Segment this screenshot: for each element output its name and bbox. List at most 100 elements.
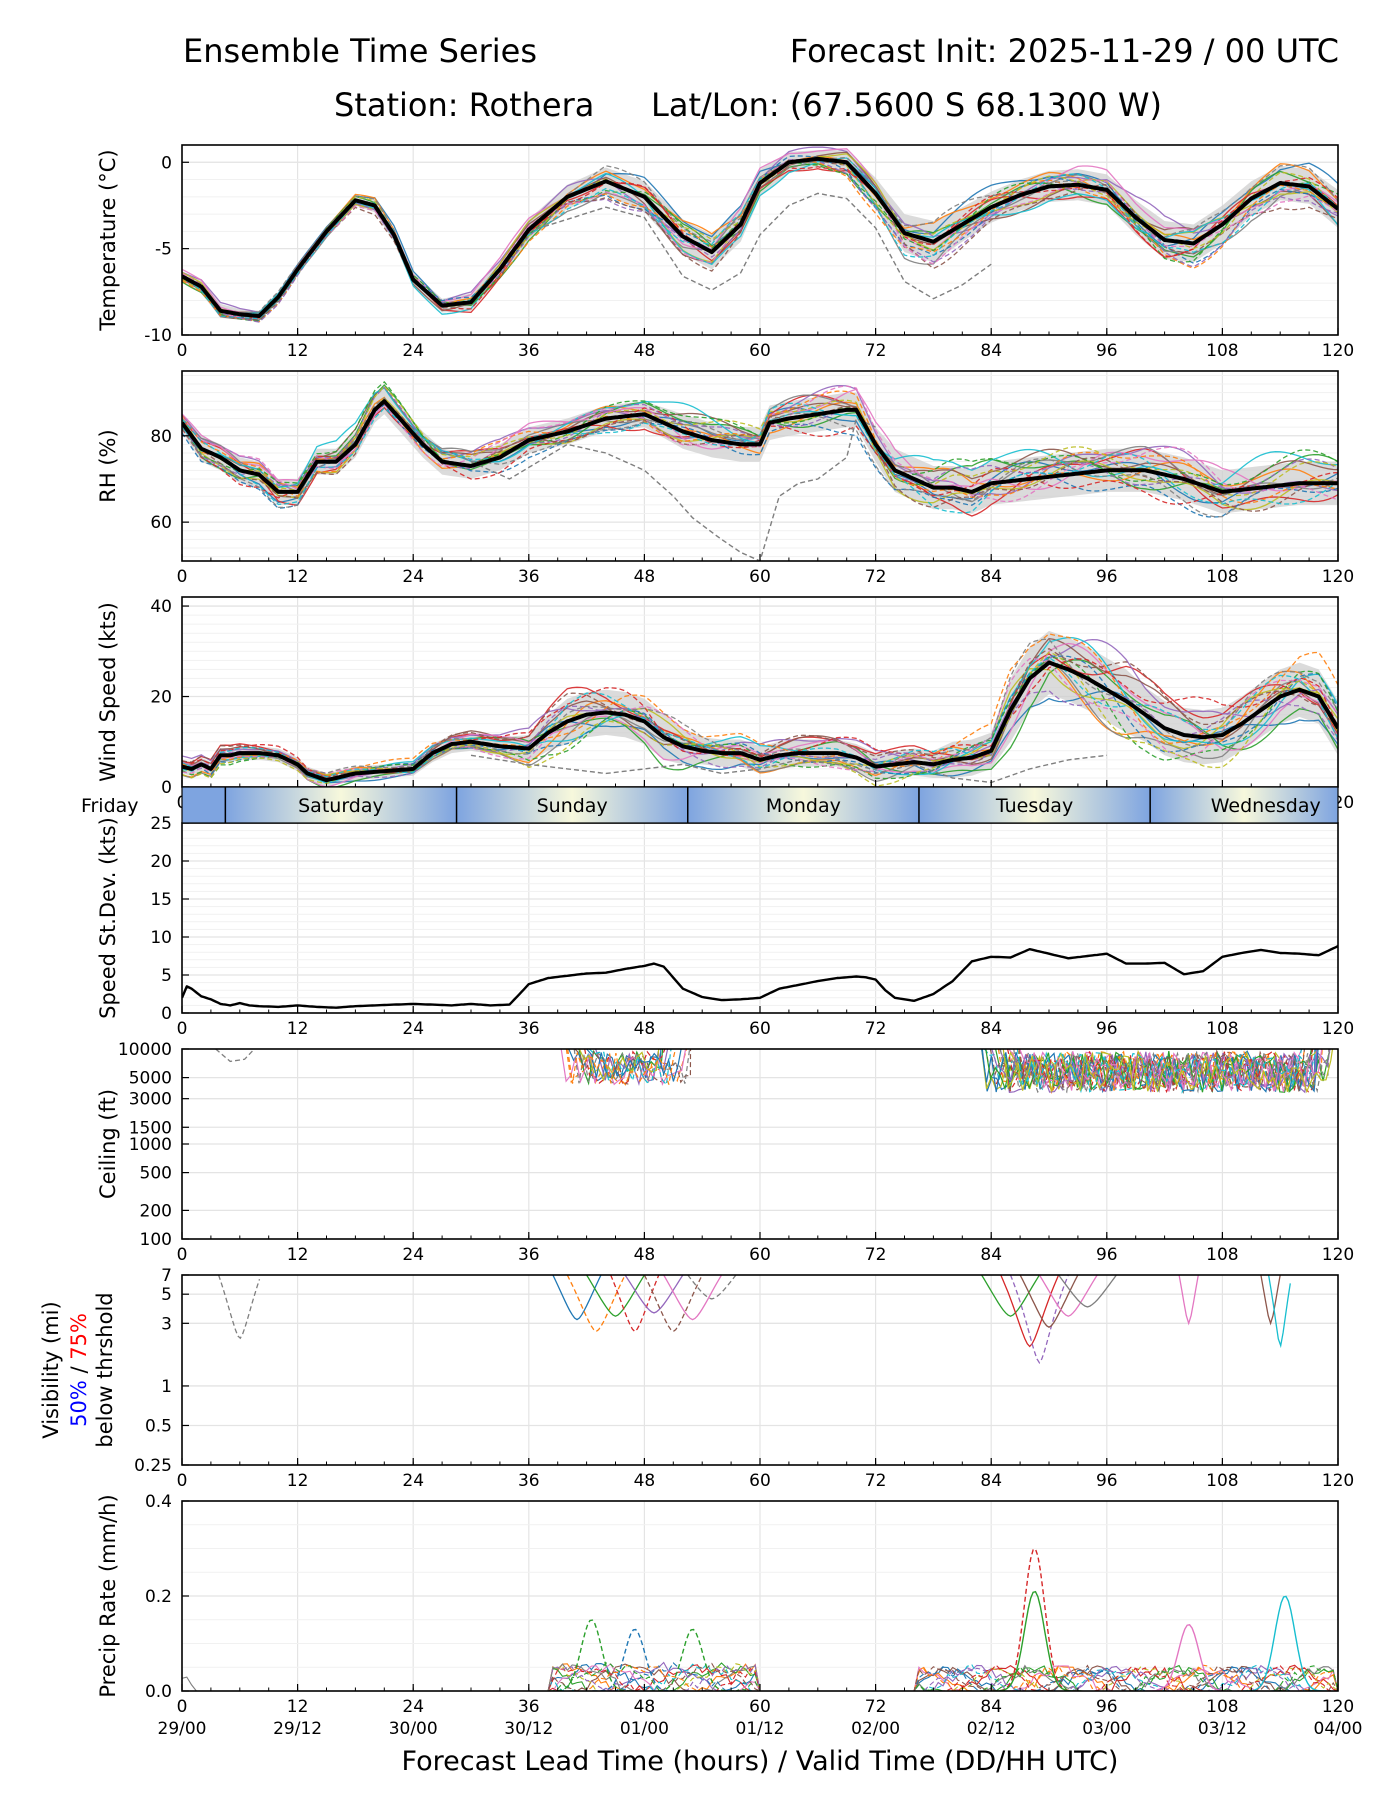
y-tick-label: 20 [150,852,172,872]
x-tick-label: 36 [518,341,540,361]
day-segment [1150,787,1338,823]
vis-day5-dip-1 [1178,1275,1199,1326]
wind-member-19 [182,651,1338,787]
x-tick-label: 120 [1322,567,1354,587]
precip-peak-7 [592,1628,677,1691]
precip-grid [181,1500,1339,1692]
vis-day4-dip-1 [981,1275,1040,1317]
x-tick-label: 84 [980,1471,1002,1491]
precip-peak-3 [1242,1595,1327,1691]
day-label-friday: Friday [81,795,139,817]
temperature-member-13 [182,161,1338,322]
rh-member-12 [182,390,1338,504]
x-date-label: 02/00 [851,1719,900,1739]
y-tick-label: 0.0 [145,1682,172,1702]
x-tick-label: 120 [1322,1019,1354,1039]
y-tick-label: 15 [150,890,172,910]
visibility-ylabel-below: below thrshold [93,1292,117,1447]
x-tick-label: 108 [1206,1019,1238,1039]
x-date-label: 03/00 [1082,1719,1131,1739]
x-date-label: 30/12 [504,1719,553,1739]
ceiling-panel: 0 12 24 36 48 60 72 84 96 108 120 100 200 500 10001500… [96,1040,1354,1265]
ceiling-day4-member-11 [981,1049,1319,1093]
x-tick-label: 120 [1322,1697,1354,1717]
forecast-init-label: Forecast Init: 2025-11-29 / 00 UTC [789,32,1339,70]
y-tick-label: 3000 [129,1090,172,1110]
ceiling-day2-member-9 [578,1049,660,1082]
rh-plot-area [182,380,1338,561]
vis-50-label: 50% [67,1380,91,1427]
x-date-label: 03/12 [1198,1719,1247,1739]
x-tick-label: 60 [749,1245,771,1265]
ceiling-plot-area [215,1049,1334,1095]
rh-member-13 [182,380,1338,486]
x-tick-label: 48 [634,1019,656,1039]
wind-member-12 [182,633,1338,777]
day-segment [182,787,226,823]
visibility-ylabel: Visibility (mi) [39,1301,63,1438]
x-tick-label: 24 [402,1019,424,1039]
y-tick-label: 0.4 [145,1492,172,1512]
sd-mean-line [182,945,1338,1009]
visibility-plot-area [217,1275,1291,1365]
x-tick-label: 48 [634,341,656,361]
y-tick-label: 80 [150,427,172,447]
day-label-saturday: Saturday [298,795,384,817]
x-date-label: 01/12 [736,1719,785,1739]
ceiling-outlier-member [215,1049,255,1063]
x-tick-label: 12 [287,1019,309,1039]
temperature-member-20 [182,158,1338,320]
x-tick-label: 108 [1206,567,1238,587]
wind-ylabel: Wind Speed (kts) [96,602,120,782]
x-tick-label: 60 [749,341,771,361]
precip-member-5 [182,1661,1338,1691]
x-tick-label: 36 [518,1019,540,1039]
x-tick-label: 72 [865,1697,887,1717]
y-tick-label: 3 [161,1314,172,1334]
precip-member-14 [182,1664,1338,1691]
wind-member-14 [182,658,1338,780]
day-band: Friday Saturday Sunday Monday Tuesday Wednesd… [81,786,1339,824]
rh-member-20 [182,402,1338,514]
temperature-plot-area [182,146,1338,323]
x-tick-label: 120 [1322,1471,1354,1491]
x-tick-label: 84 [980,567,1002,587]
x-tick-label: 12 [287,1697,309,1717]
precip-panel: 0 12 24 36 48 60 72 84 96 108 120 0.0 0.2 0.4 Precip R… [96,1492,1363,1777]
temperature-mean-line [182,156,1338,318]
visibility-panel: 0 12 24 36 48 60 72 84 96 108 120 0.25 0.5 1 3 57 Visibi… [39,1266,1354,1491]
ceiling-day2-member-11 [586,1049,682,1082]
x-tick-label: 36 [518,1697,540,1717]
wind-plot-area [182,630,1338,787]
ceiling-day4-member-20 [1016,1049,1303,1093]
precip-member-13 [182,1662,1338,1691]
sd-ylabel: Speed St.Dev. (kts) [96,817,120,1019]
x-date-label: 01/00 [620,1719,669,1739]
x-tick-label: 108 [1206,1697,1238,1717]
x-tick-label: 0 [177,1019,188,1039]
x-tick-label: 24 [402,341,424,361]
x-tick-label: 36 [518,1471,540,1491]
x-tick-label: 72 [865,1471,887,1491]
x-tick-label: 0 [177,1245,188,1265]
x-date-label: 29/12 [273,1719,322,1739]
ceiling-day2-member-7 [560,1049,687,1086]
vis-day2-dip-5 [624,1275,684,1314]
vis-sep-label: / [67,1360,91,1380]
x-date-label: 30/00 [389,1719,438,1739]
vis-day2-dip-7 [663,1275,723,1321]
x-tick-label: 108 [1206,1471,1238,1491]
latlon-label: Lat/Lon: (67.5600 S 68.1300 W) [651,86,1162,124]
y-tick-label: 10000 [118,1040,172,1060]
vis-day5-dip-3 [1267,1275,1291,1349]
vis-outlier-dip [217,1275,261,1340]
day-band-frame [181,786,1339,824]
x-tick-label: 96 [1096,341,1118,361]
ceiling-day4-member-10 [984,1049,1317,1094]
ceiling-day4-member-19 [1002,1049,1334,1094]
y-tick-label: 1 [161,1377,172,1397]
vis-75-label: 75% [67,1313,91,1360]
precip-member-15 [182,1663,1338,1691]
x-axis-label: Forecast Lead Time (hours) / Valid Time … [402,1746,1119,1777]
